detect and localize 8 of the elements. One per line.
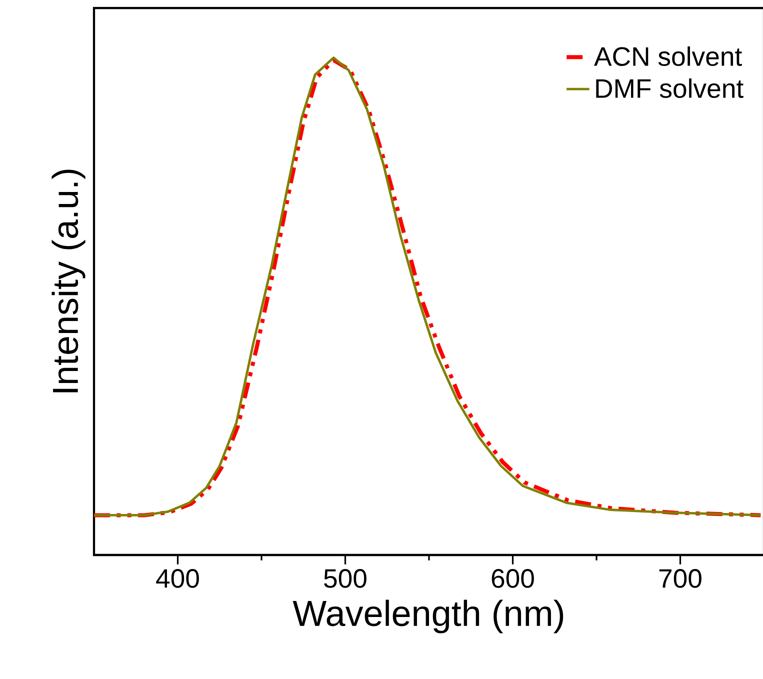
x-tick-label: 700 — [659, 569, 702, 588]
legend-label: ACN solvent — [594, 46, 742, 66]
x-tick-label: 600 — [492, 569, 534, 588]
x-axis-title: Wavelength (nm) — [292, 600, 564, 634]
legend-label: DMF solvent — [596, 78, 744, 98]
x-tick-label: 400 — [156, 569, 199, 588]
y-axis-title: Intensity (a.u.) — [52, 170, 86, 392]
x-tick-label: 500 — [324, 569, 366, 588]
